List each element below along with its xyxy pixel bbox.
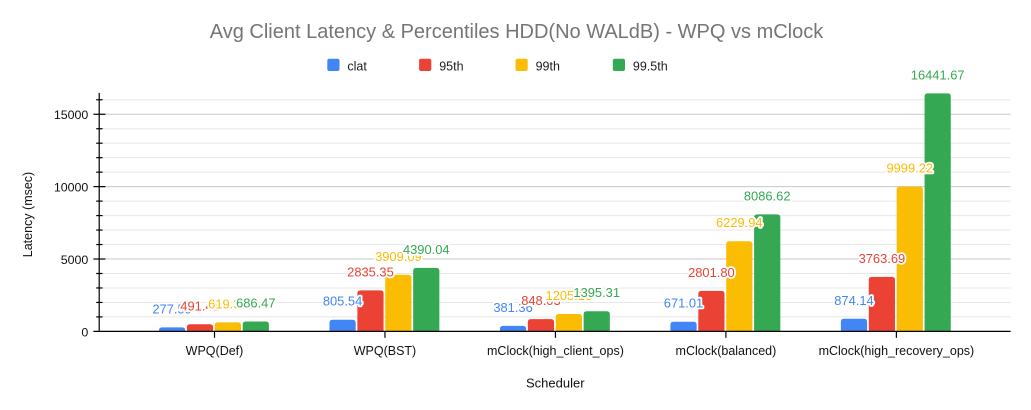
- svg-text:4390.04: 4390.04: [403, 242, 450, 257]
- svg-text:mClock(high_client_ops): mClock(high_client_ops): [487, 344, 624, 358]
- svg-text:16441.67: 16441.67: [911, 67, 965, 82]
- svg-text:874.14: 874.14: [834, 293, 873, 308]
- svg-text:15000: 15000: [54, 108, 89, 122]
- svg-text:Scheduler: Scheduler: [526, 375, 585, 390]
- svg-text:Avg Client Latency & Percentil: Avg Client Latency & Percentiles HDD(No …: [210, 21, 825, 43]
- svg-text:95th: 95th: [439, 59, 463, 73]
- svg-text:1205.16: 1205.16: [546, 288, 593, 303]
- svg-text:8086.62: 8086.62: [744, 188, 791, 203]
- svg-text:mClock(balanced): mClock(balanced): [676, 344, 777, 358]
- svg-text:0: 0: [81, 325, 88, 339]
- svg-text:WPQ(BST): WPQ(BST): [354, 344, 417, 358]
- svg-text:3909.09: 3909.09: [375, 249, 422, 264]
- svg-text:6229.94: 6229.94: [716, 215, 763, 230]
- svg-text:9999.22: 9999.22: [886, 161, 933, 176]
- svg-text:848.03: 848.03: [521, 293, 560, 308]
- svg-text:381.36: 381.36: [493, 300, 532, 315]
- svg-text:5000: 5000: [61, 253, 89, 267]
- svg-text:WPQ(Def): WPQ(Def): [186, 344, 244, 358]
- svg-text:mClock(high_recovery_ops): mClock(high_recovery_ops): [819, 344, 975, 358]
- svg-text:277.59: 277.59: [152, 301, 191, 316]
- svg-text:671.01: 671.01: [664, 296, 703, 311]
- svg-text:99.5th: 99.5th: [633, 59, 668, 73]
- svg-text:2835.35: 2835.35: [347, 264, 394, 279]
- svg-text:99th: 99th: [536, 59, 560, 73]
- svg-text:619.36: 619.36: [208, 296, 247, 311]
- svg-text:2801.80: 2801.80: [688, 265, 735, 280]
- svg-text:clat: clat: [347, 59, 367, 73]
- svg-text:491.46: 491.46: [180, 298, 219, 313]
- svg-text:10000: 10000: [54, 181, 89, 195]
- svg-text:1395.31: 1395.31: [573, 285, 620, 300]
- svg-text:686.47: 686.47: [236, 295, 275, 310]
- svg-text:805.54: 805.54: [323, 294, 362, 309]
- svg-text:Latency (msec): Latency (msec): [21, 172, 35, 257]
- svg-text:3763.69: 3763.69: [859, 251, 906, 266]
